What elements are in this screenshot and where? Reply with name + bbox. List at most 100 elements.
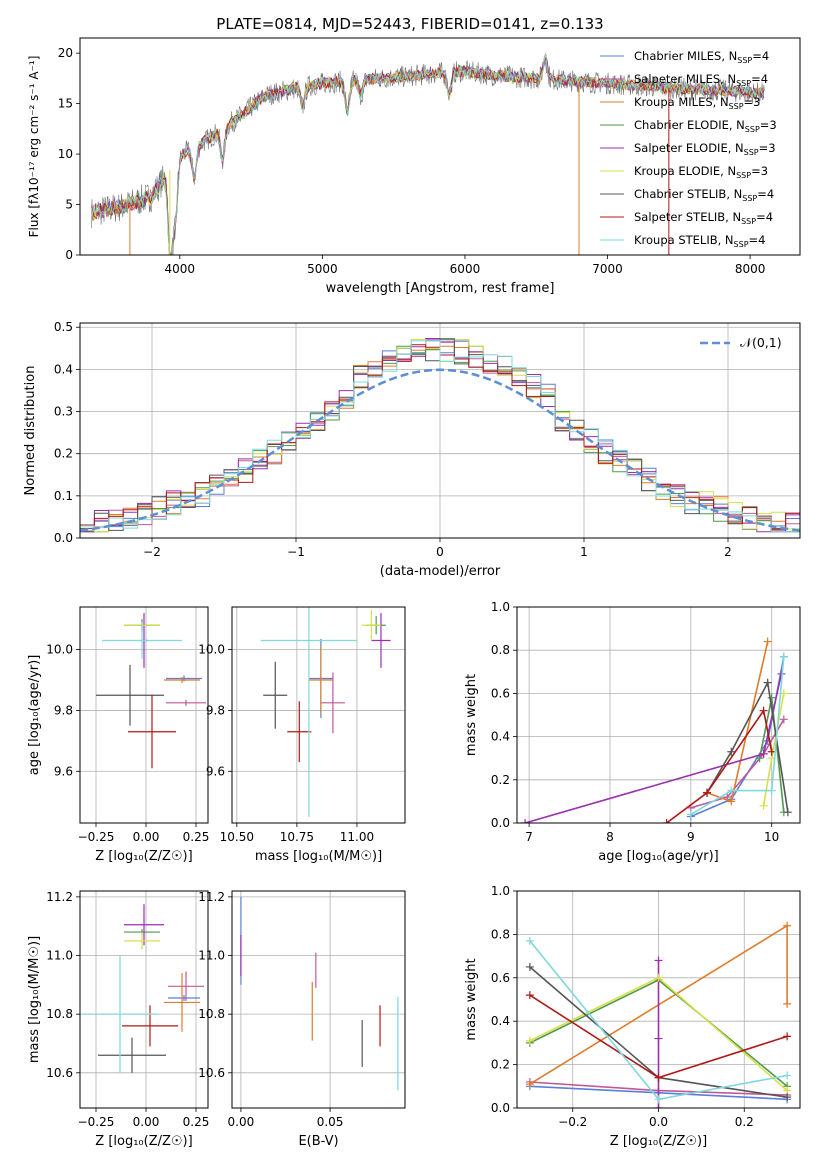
- y-tick-label: 0.2: [491, 773, 510, 787]
- x-axis-label: Z [log₁₀(Z/Z☉)]: [95, 1134, 192, 1149]
- plot-area: [521, 637, 792, 823]
- y-tick-label: 9.6: [206, 764, 225, 778]
- y-tick-label: 10.6: [46, 1066, 73, 1080]
- weight-marker: [783, 808, 792, 817]
- weight-marker: [525, 936, 534, 945]
- gridlines: [232, 891, 405, 1108]
- panel-residuals: −2 −1 0 1 2 0.0 0.1 0.2 0.3 0.4 0.5 (data-model)/er…: [23, 320, 801, 579]
- legend-label: Chabrier STELIB, NSSP=4: [634, 187, 774, 203]
- x-tick-label: 0.25: [183, 830, 210, 844]
- y-tick-label: 15: [58, 97, 73, 111]
- legend-label: Chabrier MILES, NSSP=4: [634, 49, 769, 65]
- weight-marker: [763, 678, 772, 687]
- x-tick-label: 4000: [165, 262, 196, 276]
- legend-label: Kroupa ELODIE, NSSP=3: [634, 164, 768, 180]
- x-tick-label: 10: [764, 830, 779, 844]
- weight-marker: [525, 991, 534, 1000]
- y-tick-label: 10: [58, 147, 73, 161]
- panel-weight_vs_age: 7 8 9 10 0.0 0.2 0.4 0.6 0.8 1.0 age [log₁₀(age/yr…: [464, 600, 801, 864]
- y-tick-label: 1.0: [491, 884, 510, 898]
- x-axis-label: Z [log₁₀(Z/Z☉)]: [95, 849, 192, 864]
- y-tick-label: 0.8: [491, 643, 510, 657]
- weight-marker: [759, 749, 768, 758]
- x-tick-label: 2: [724, 545, 732, 559]
- weight-marker: [767, 786, 776, 795]
- plot-area: [260, 607, 391, 817]
- y-tick-label: 10.6: [198, 1066, 225, 1080]
- weight-line-8: [690, 656, 785, 816]
- weight-marker: [783, 1093, 792, 1102]
- weight-marker: [654, 1095, 663, 1104]
- axes-frame: [79, 37, 801, 256]
- y-tick-label: 20: [58, 46, 73, 60]
- y-tick-label: 11.2: [46, 890, 73, 904]
- x-tick-label: 8000: [735, 262, 766, 276]
- y-tick-label: 5: [65, 198, 73, 212]
- y-tick-label: 0.0: [54, 531, 73, 545]
- axes-frame: [231, 606, 406, 824]
- y-tick-label: 0.2: [491, 1058, 510, 1072]
- y-tick-label: 10.0: [198, 643, 225, 657]
- weight-marker: [759, 706, 768, 715]
- panel-mass_vs_Z: −0.25 0.00 0.25 10.6 10.8 11.0 11.2 Z [log₁₀(Z/…: [27, 890, 209, 1149]
- plot-area: [525, 921, 792, 1108]
- weight-marker: [662, 819, 671, 823]
- y-axis-label: mass weight: [464, 958, 479, 1040]
- plot-area: [82, 904, 204, 1073]
- x-tick-label: −1: [287, 545, 305, 559]
- y-tick-label: 0.6: [491, 971, 510, 985]
- panel-age_vs_mass: 10.50 10.75 11.00 9.6 9.8 10.0 mass [log₁₀(M/M…: [198, 606, 406, 864]
- spectrum-line-4: [91, 54, 765, 255]
- weight-marker: [703, 788, 712, 797]
- x-tick-label: 0.00: [133, 830, 160, 844]
- x-tick-label: 0: [436, 545, 444, 559]
- weight-marker: [654, 973, 663, 982]
- y-tick-label: 9.8: [54, 703, 73, 717]
- legend-label: Salpeter STELIB, NSSP=4: [634, 210, 773, 226]
- y-tick-label: 0: [65, 248, 73, 262]
- y-tick-label: 0.8: [491, 927, 510, 941]
- x-tick-label: −2: [143, 545, 161, 559]
- weight-marker: [521, 819, 530, 823]
- panel-spectrum: 4000 5000 6000 7000 8000 0 5 10 15 20 wavelength […: [27, 37, 801, 296]
- x-tick-label: 0.0: [649, 1115, 668, 1129]
- x-tick-label: 6000: [450, 262, 481, 276]
- weight-marker: [759, 801, 768, 810]
- histogram-8: [80, 339, 800, 533]
- x-tick-label: 7000: [592, 262, 623, 276]
- y-axis-label: Normed distribution: [23, 366, 38, 496]
- y-tick-label: 9.6: [54, 764, 73, 778]
- y-tick-label: 0.4: [491, 1014, 510, 1028]
- x-axis-label: E(B-V): [298, 1134, 338, 1149]
- axes-frame: [516, 890, 801, 1109]
- x-tick-label: 11.00: [340, 830, 374, 844]
- x-axis-label: Z [log₁₀(Z/Z☉)]: [610, 1134, 707, 1149]
- y-axis-label: age [log₁₀(age/yr)]: [27, 655, 42, 776]
- y-tick-label: 0.5: [54, 320, 73, 334]
- y-tick-label: 11.2: [198, 890, 225, 904]
- x-axis-label: age [log₁₀(age/yr)]: [598, 849, 719, 864]
- y-tick-label: 10.8: [46, 1007, 73, 1021]
- x-tick-label: 9: [687, 830, 695, 844]
- weight-marker: [783, 921, 792, 930]
- gridlines: [232, 607, 405, 823]
- legend-label: Salpeter ELODIE, NSSP=3: [634, 141, 776, 157]
- weight-marker: [654, 956, 663, 965]
- x-axis-label: mass [log₁₀(M/M☉)]: [255, 849, 382, 864]
- weight-marker: [783, 1071, 792, 1080]
- weight-marker: [654, 1034, 663, 1043]
- plot-area: [80, 338, 800, 533]
- weight-marker: [727, 786, 736, 795]
- y-axis-label: Flux [fλ10⁻¹⁷ erg cm⁻² s⁻¹ A⁻¹]: [27, 56, 41, 238]
- x-tick-label: 10.75: [280, 830, 314, 844]
- x-tick-label: 1: [580, 545, 588, 559]
- x-tick-label: 8: [606, 830, 614, 844]
- weight-marker: [763, 637, 772, 646]
- axes-frame: [516, 606, 801, 824]
- x-tick-label: 0.00: [133, 1115, 160, 1129]
- y-tick-label: 0.6: [491, 686, 510, 700]
- weight-line-6: [706, 680, 789, 813]
- axes-frame: [231, 890, 406, 1109]
- weight-marker: [525, 962, 534, 971]
